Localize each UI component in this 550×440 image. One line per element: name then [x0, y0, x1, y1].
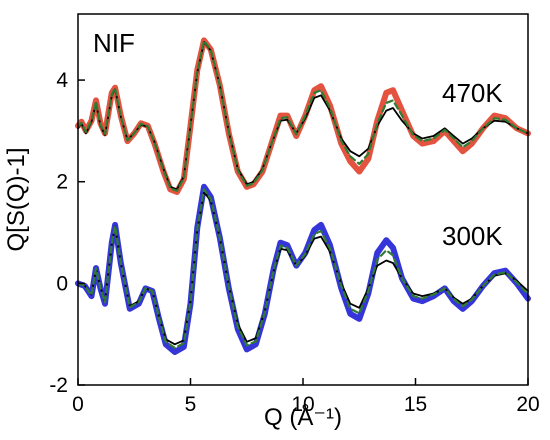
series-line-1 [75, 183, 531, 355]
plot-frame [77, 13, 529, 386]
annotation-nif: NIF [93, 28, 135, 58]
series-line-4 [76, 39, 530, 192]
x-tick-label: 0 [72, 393, 84, 416]
x-tick-label: 20 [516, 393, 539, 416]
annotation-470k: 470K [442, 78, 503, 108]
x-tick-label: 15 [404, 393, 427, 416]
y-axis-title: Q[S(Q)-1] [3, 147, 30, 251]
x-tick-label: 10 [291, 393, 314, 416]
x-axis-title: Q (Å⁻¹) [264, 403, 342, 431]
annotation-300k: 300K [442, 221, 503, 251]
y-tick-label: 0 [56, 272, 68, 295]
series-line-3 [77, 191, 529, 346]
series-line-5 [76, 188, 530, 349]
x-tick-label: 5 [185, 393, 197, 416]
y-tick-label: -2 [49, 374, 68, 397]
series-line-0 [75, 37, 531, 195]
y-tick-label: 4 [56, 69, 68, 92]
y-tick-label: 2 [56, 171, 68, 194]
series-layer [75, 37, 531, 355]
